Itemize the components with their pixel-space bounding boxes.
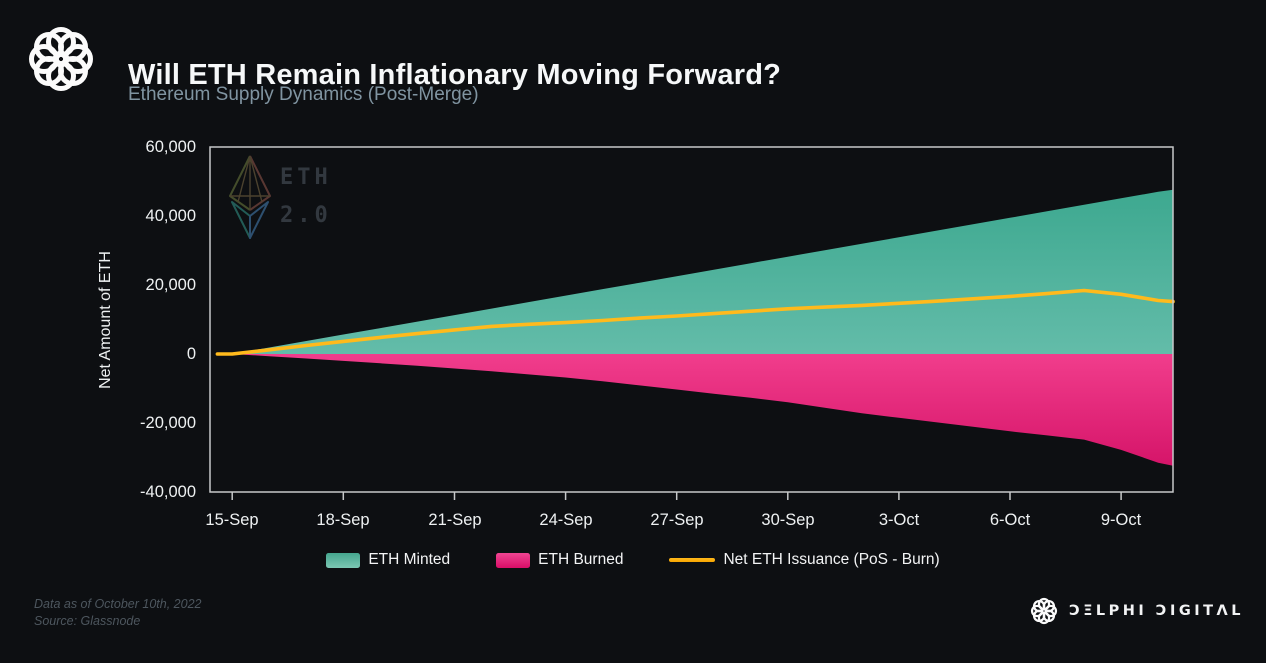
- x-tick-label: 18-Sep: [316, 511, 370, 529]
- x-tick-label: 3-Oct: [878, 511, 920, 529]
- y-tick-label: -20,000: [140, 414, 196, 432]
- minted-swatch-icon: [326, 552, 361, 568]
- watermark-text-eth: ETH: [280, 165, 332, 190]
- page-subtitle: Ethereum Supply Dynamics (Post-Merge): [128, 84, 479, 105]
- x-tick-label: 21-Sep: [428, 511, 482, 529]
- legend-label: ETH Minted: [368, 551, 451, 568]
- net-issuance-line-icon: [669, 557, 716, 563]
- delphi-footer-logo-icon: [1030, 597, 1058, 625]
- x-tick-label: 24-Sep: [539, 511, 593, 529]
- x-tick-label: 27-Sep: [650, 511, 704, 529]
- x-tick-label: 6-Oct: [989, 511, 1031, 529]
- delphi-digital-brand: ƆΞLPHI ƆIGITΛL: [1029, 596, 1244, 626]
- legend: ETH Minted ETH Burned Net ETH Issuance (…: [0, 551, 1266, 569]
- y-tick-label: 0: [186, 345, 196, 363]
- x-tick-label: 15-Sep: [205, 511, 259, 529]
- page-title: Will ETH Remain Inflationary Moving Forw…: [128, 59, 782, 92]
- burned-swatch-icon: [496, 552, 531, 568]
- x-tick-label: 30-Sep: [761, 511, 815, 529]
- legend-label: ETH Burned: [538, 551, 624, 568]
- source-note: Source: Glassnode: [34, 614, 141, 628]
- data-as-of-note: Data as of October 10th, 2022: [34, 597, 202, 611]
- x-tick-label: 9-Oct: [1100, 511, 1142, 529]
- legend-item-minted: ETH Minted: [326, 551, 450, 569]
- legend-label: Net ETH Issuance (PoS - Burn): [723, 551, 940, 568]
- y-tick-label: -40,000: [140, 483, 196, 501]
- y-tick-label: 60,000: [145, 138, 196, 156]
- delphi-wordmark: ƆΞLPHI ƆIGITΛL: [1069, 603, 1244, 619]
- legend-item-burned: ETH Burned: [496, 551, 623, 569]
- delphi-logo-icon: [29, 27, 93, 91]
- y-tick-label: 20,000: [145, 276, 196, 294]
- legend-item-net-issuance: Net ETH Issuance (PoS - Burn): [669, 551, 940, 569]
- eth2-watermark-icon: ETH 2.0: [229, 155, 332, 239]
- watermark-text-20: 2.0: [280, 203, 332, 228]
- y-tick-label: 40,000: [145, 207, 196, 225]
